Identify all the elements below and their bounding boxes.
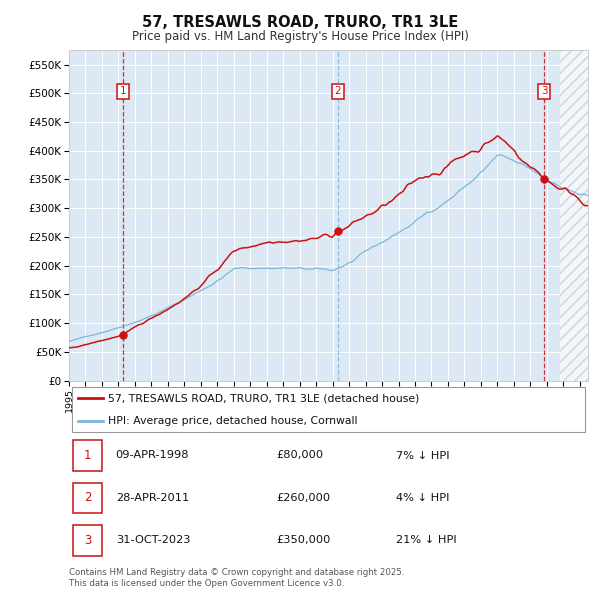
Text: 57, TRESAWLS ROAD, TRURO, TR1 3LE: 57, TRESAWLS ROAD, TRURO, TR1 3LE xyxy=(142,15,458,30)
Text: Price paid vs. HM Land Registry's House Price Index (HPI): Price paid vs. HM Land Registry's House … xyxy=(131,30,469,43)
Text: 7% ↓ HPI: 7% ↓ HPI xyxy=(396,451,449,460)
Text: HPI: Average price, detached house, Cornwall: HPI: Average price, detached house, Corn… xyxy=(108,415,358,425)
Text: 1: 1 xyxy=(83,449,91,462)
Text: 3: 3 xyxy=(84,534,91,547)
Text: 2: 2 xyxy=(83,491,91,504)
Text: Contains HM Land Registry data © Crown copyright and database right 2025.
This d: Contains HM Land Registry data © Crown c… xyxy=(69,568,404,588)
Text: 09-APR-1998: 09-APR-1998 xyxy=(116,451,189,460)
Text: 2: 2 xyxy=(335,87,341,96)
Text: 31-OCT-2023: 31-OCT-2023 xyxy=(116,536,190,545)
Text: 57, TRESAWLS ROAD, TRURO, TR1 3LE (detached house): 57, TRESAWLS ROAD, TRURO, TR1 3LE (detac… xyxy=(108,394,419,404)
FancyBboxPatch shape xyxy=(73,440,101,471)
Text: £350,000: £350,000 xyxy=(277,536,331,545)
FancyBboxPatch shape xyxy=(71,387,586,432)
Text: £260,000: £260,000 xyxy=(277,493,331,503)
Text: 21% ↓ HPI: 21% ↓ HPI xyxy=(396,536,457,545)
Text: 3: 3 xyxy=(541,87,547,96)
Text: £80,000: £80,000 xyxy=(277,451,324,460)
Text: 4% ↓ HPI: 4% ↓ HPI xyxy=(396,493,449,503)
Text: 1: 1 xyxy=(119,87,126,96)
FancyBboxPatch shape xyxy=(73,525,101,556)
Text: 28-APR-2011: 28-APR-2011 xyxy=(116,493,189,503)
FancyBboxPatch shape xyxy=(73,483,101,513)
